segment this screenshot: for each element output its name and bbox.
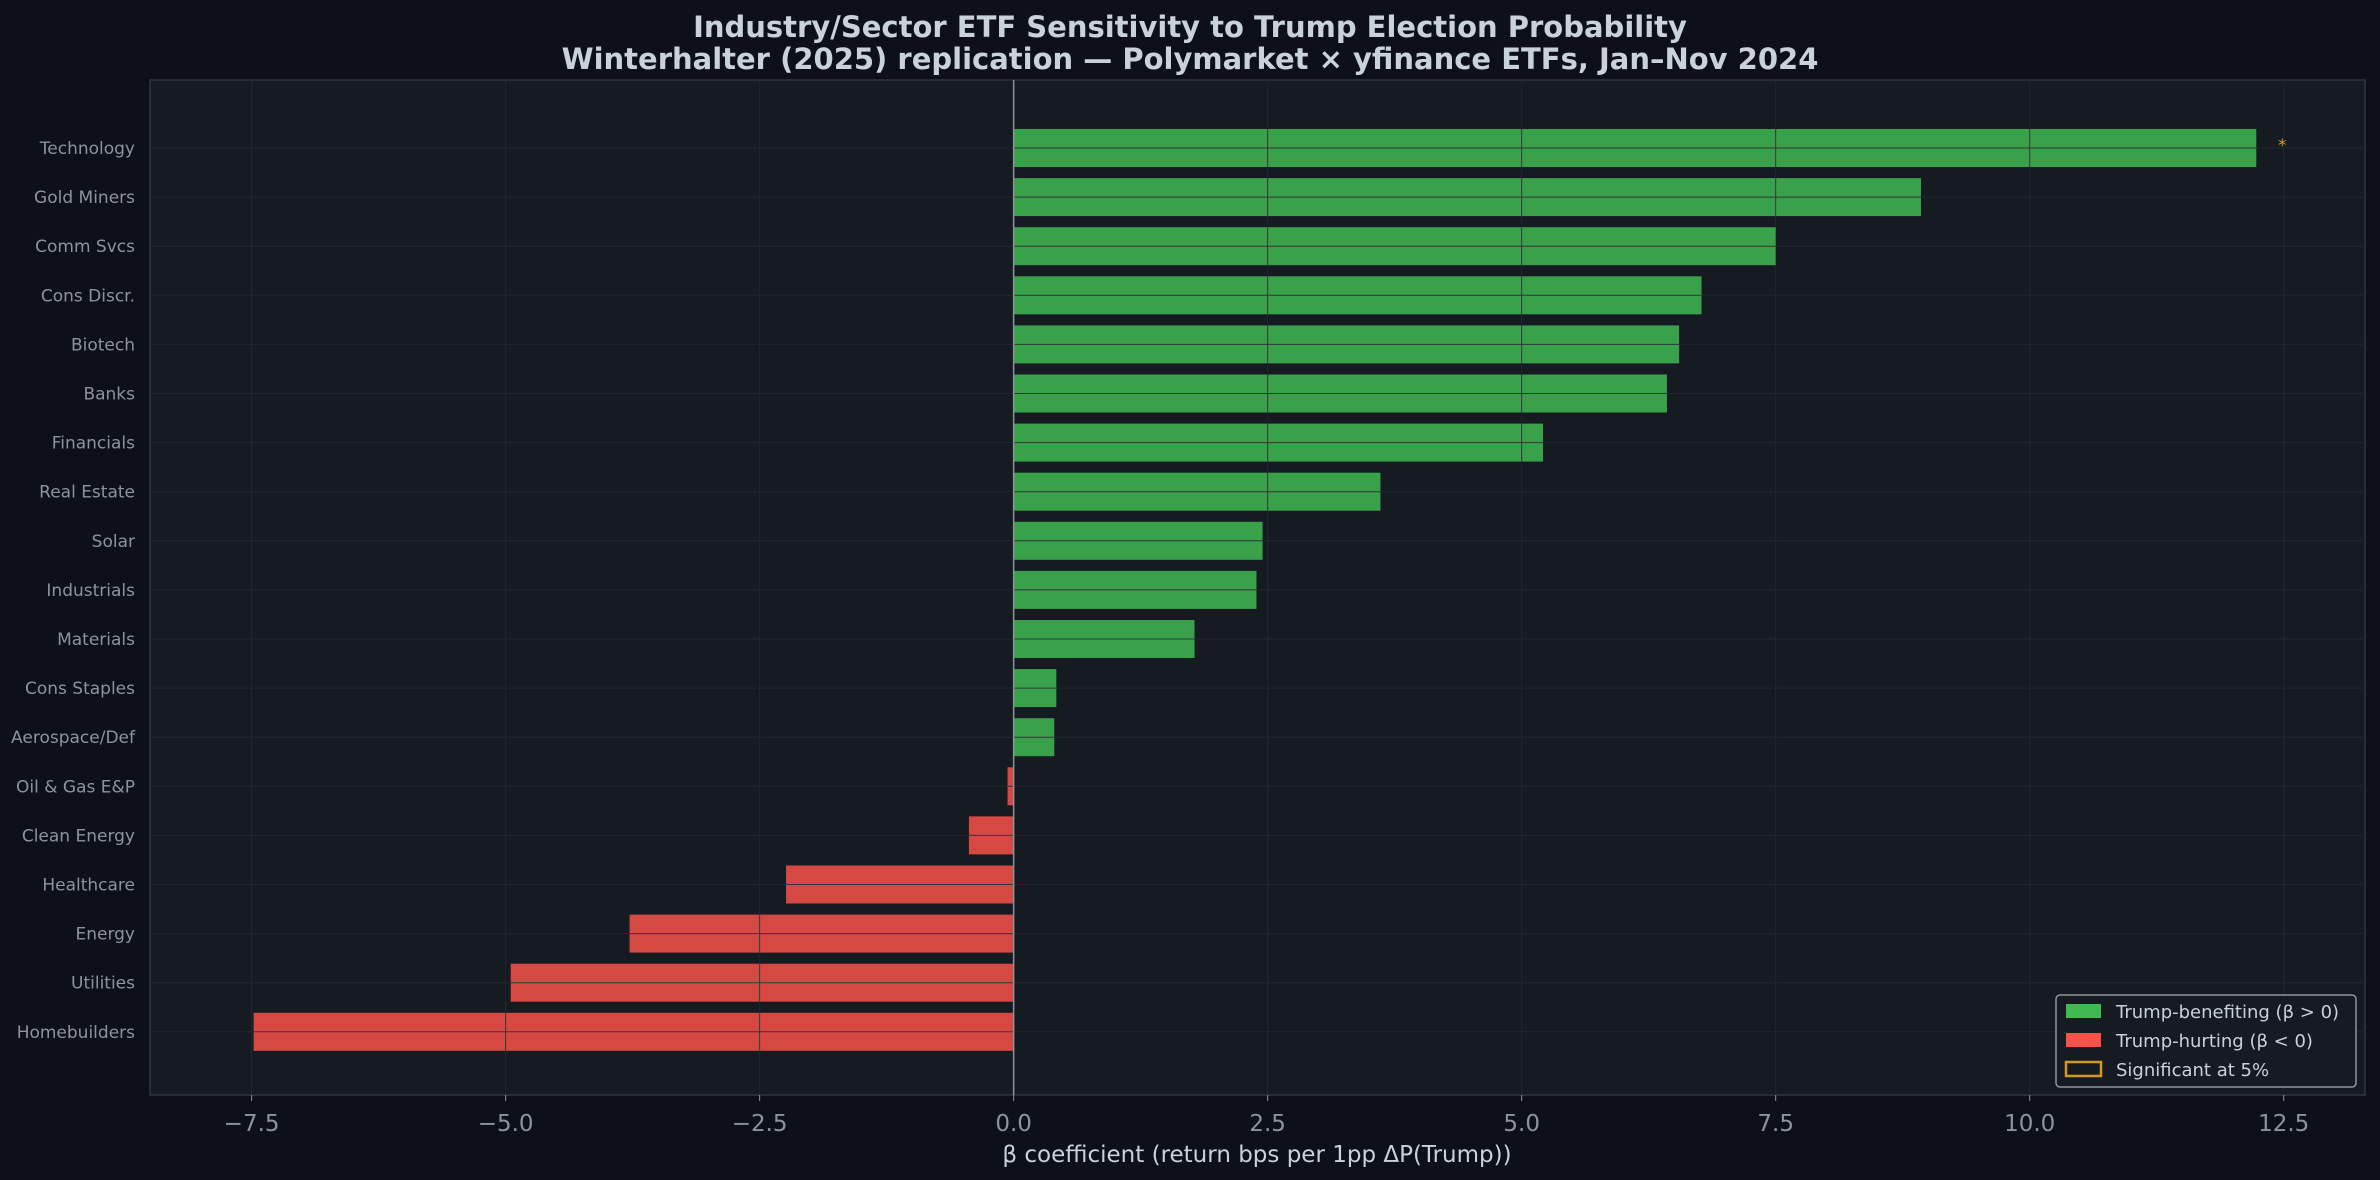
y-tick-label: Financials bbox=[52, 434, 135, 454]
legend: Trump-benefiting (β > 0) Trump-hurting (… bbox=[2055, 994, 2357, 1088]
legend-swatch-positive bbox=[2066, 1004, 2101, 1018]
y-tick-label: Banks bbox=[83, 385, 135, 405]
x-tick-label: −5.0 bbox=[478, 1111, 534, 1137]
y-tick-label: Solar bbox=[92, 532, 135, 552]
x-tick-label: 0.0 bbox=[995, 1111, 1032, 1137]
y-tick-label: Oil & Gas E&P bbox=[16, 777, 135, 797]
legend-label-significant: Significant at 5% bbox=[2116, 1060, 2269, 1081]
y-tick-label: Cons Discr. bbox=[41, 286, 135, 306]
y-tick-label: Utilities bbox=[71, 974, 135, 994]
x-tick-label: −2.5 bbox=[732, 1111, 788, 1137]
legend-swatch-negative bbox=[2066, 1033, 2101, 1047]
y-tick-label: Aerospace/Def bbox=[11, 728, 136, 748]
y-tick-label: Energy bbox=[75, 925, 135, 945]
x-tick-label: 12.5 bbox=[2258, 1111, 2309, 1137]
x-tick-label: 2.5 bbox=[1249, 1111, 1286, 1137]
y-tick-label: Biotech bbox=[71, 335, 135, 355]
significance-marker: * bbox=[2278, 136, 2287, 156]
y-tick-label: Healthcare bbox=[42, 876, 135, 896]
x-tick-label: −7.5 bbox=[224, 1111, 280, 1137]
legend-swatch-significant bbox=[2064, 1060, 2103, 1078]
y-tick-label: Technology bbox=[39, 139, 135, 159]
x-axis-label: β coefficient (return bps per 1pp ΔP(Tru… bbox=[1002, 1142, 1511, 1168]
y-tick-label: Materials bbox=[57, 630, 135, 650]
legend-label-positive: Trump-benefiting (β > 0) bbox=[2115, 1002, 2339, 1023]
chart-subtitle: Winterhalter (2025) replication — Polyma… bbox=[562, 42, 1819, 76]
y-tick-label: Clean Energy bbox=[22, 826, 135, 846]
y-tick-label: Industrials bbox=[46, 581, 135, 601]
x-tick-label: 7.5 bbox=[1757, 1111, 1794, 1137]
bars: * bbox=[253, 129, 2287, 1051]
legend-label-negative: Trump-hurting (β < 0) bbox=[2115, 1031, 2313, 1052]
x-tick-label: 10.0 bbox=[2004, 1111, 2055, 1137]
y-axis-ticks: Technology Gold Miners Comm Svcs Cons Discr… bbox=[11, 139, 136, 1043]
y-tick-label: Homebuilders bbox=[17, 1023, 135, 1043]
x-tick-label: 5.0 bbox=[1503, 1111, 1540, 1137]
y-tick-label: Real Estate bbox=[39, 483, 135, 503]
y-tick-label: Gold Miners bbox=[34, 188, 135, 208]
y-tick-label: Comm Svcs bbox=[35, 237, 135, 257]
legend-box bbox=[2055, 994, 2357, 1088]
y-tick-label: Cons Staples bbox=[25, 679, 135, 699]
x-axis-ticks: −7.5 −5.0 −2.5 0.0 2.5 5.0 7.5 10.0 12.5 bbox=[224, 1095, 2309, 1137]
chart-title: Industry/Sector ETF Sensitivity to Trump… bbox=[693, 10, 1687, 44]
